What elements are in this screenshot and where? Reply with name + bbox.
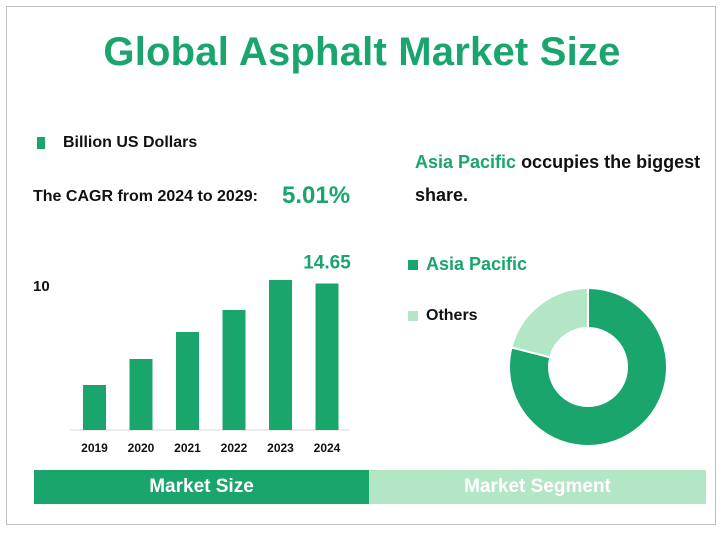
share-highlight: Asia Pacific [415, 152, 517, 172]
x-tick-label-2021: 2021 [174, 441, 201, 455]
bar-2019 [83, 385, 106, 430]
data-label-2024: 14.65 [303, 253, 351, 274]
x-tick-label-2023: 2023 [267, 441, 294, 455]
tab-market-size[interactable]: Market Size [34, 470, 369, 504]
bar-2022 [222, 310, 246, 430]
share-statement: Asia Pacific occupies the biggest share. [415, 146, 705, 212]
legend-billion-usd: Billion US Dollars [37, 134, 197, 152]
legend-label: Billion US Dollars [63, 134, 198, 151]
donut-slice-others [510, 286, 589, 359]
cagr-label: The CAGR from 2024 to 2029: [33, 188, 258, 205]
share-rest: occupies the biggest share. [415, 152, 701, 205]
chart-title: Global Asphalt Market Size [103, 30, 621, 74]
legend-swatch-others [408, 311, 418, 321]
x-tick-label-2024: 2024 [314, 441, 341, 455]
bar-2020 [129, 359, 153, 430]
x-tick-label-2019: 2019 [81, 441, 108, 455]
donut-chart [508, 286, 668, 447]
x-tick-label-2020: 2020 [128, 441, 155, 455]
legend-swatch-primary [37, 137, 45, 149]
bar-2024 [315, 283, 339, 430]
bar-2023 [269, 280, 292, 430]
legend-swatch-asia [408, 259, 418, 270]
donut-slice-asia-pacific [508, 286, 668, 447]
legend-others: Others [408, 307, 478, 325]
legend-asia-label: Asia Pacific [426, 254, 528, 274]
bar-group: 2019 2020 2021 2022 2023 2024 10 14.65 [33, 253, 351, 456]
x-tick-label-2022: 2022 [221, 441, 248, 455]
tab-market-segment[interactable]: Market Segment [369, 470, 706, 504]
legend-others-label: Others [426, 307, 478, 324]
bar-2021 [176, 332, 199, 430]
legend-asia-pacific: Asia Pacific [408, 254, 527, 275]
cagr-value: 5.01% [282, 182, 351, 209]
y-tick-label: 10 [33, 278, 50, 295]
